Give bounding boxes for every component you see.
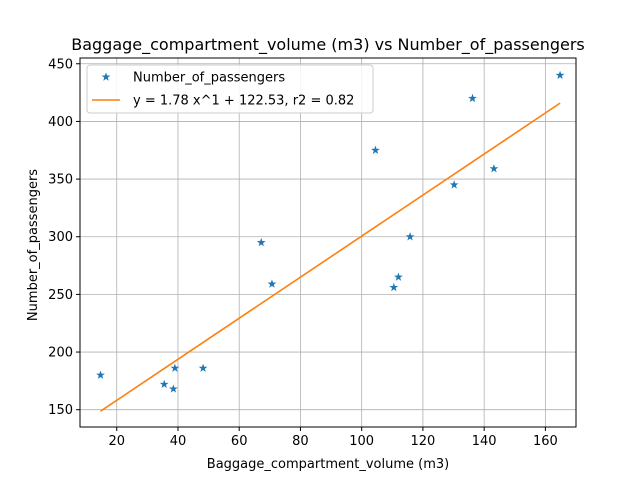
y-tick-label: 400	[48, 115, 73, 130]
x-tick-label: 60	[231, 434, 248, 449]
y-tick-label: 250	[48, 288, 73, 303]
data-point-star	[371, 145, 380, 154]
data-point-star	[555, 70, 565, 80]
data-point-star	[449, 180, 459, 189]
data-point-star	[256, 237, 266, 247]
x-tick-label: 20	[108, 434, 125, 449]
x-tick-label: 140	[472, 434, 497, 449]
x-axis-label: Baggage_compartment_volume (m3)	[207, 457, 449, 472]
data-point-star	[489, 164, 499, 173]
data-point-star	[267, 279, 277, 288]
data-point-star	[394, 272, 403, 281]
x-tick-label: 120	[410, 434, 435, 449]
x-tick-label: 40	[170, 434, 187, 449]
data-point-star	[198, 363, 208, 372]
y-tick-label: 150	[48, 403, 73, 418]
legend-label: y = 1.78 x^1 + 122.53, r2 = 0.82	[133, 94, 354, 109]
grid-layer	[80, 58, 576, 427]
y-tick-label: 350	[48, 173, 73, 188]
legend-box	[86, 64, 374, 114]
y-tick-label: 200	[48, 346, 73, 361]
data-point-star	[468, 93, 477, 103]
axes-layer: 20 40 60 80 100 120 140 160 150 200 250 300 350 400 45…	[48, 57, 577, 449]
data-point-star	[389, 282, 399, 292]
chart-title: Baggage_compartment_volume (m3) vs Numbe…	[71, 35, 585, 55]
y-tick-label: 300	[48, 230, 73, 245]
plot-frame	[79, 57, 577, 428]
data-point-star	[169, 384, 178, 393]
data-point-star	[159, 379, 169, 389]
x-tick-label: 100	[349, 434, 374, 449]
x-tick-label: 80	[292, 434, 309, 449]
y-tick-label: 450	[48, 57, 73, 72]
data-layer	[96, 70, 565, 412]
y-axis-label: Number_of_passengers	[26, 169, 41, 321]
legend-label: Number_of_passengers	[133, 71, 285, 86]
data-point-star	[96, 370, 105, 379]
legend-marker-star	[101, 72, 111, 81]
regression-line	[100, 102, 561, 412]
x-tick-label: 160	[533, 434, 558, 449]
data-point-star	[170, 363, 180, 372]
data-point-star	[405, 232, 415, 241]
